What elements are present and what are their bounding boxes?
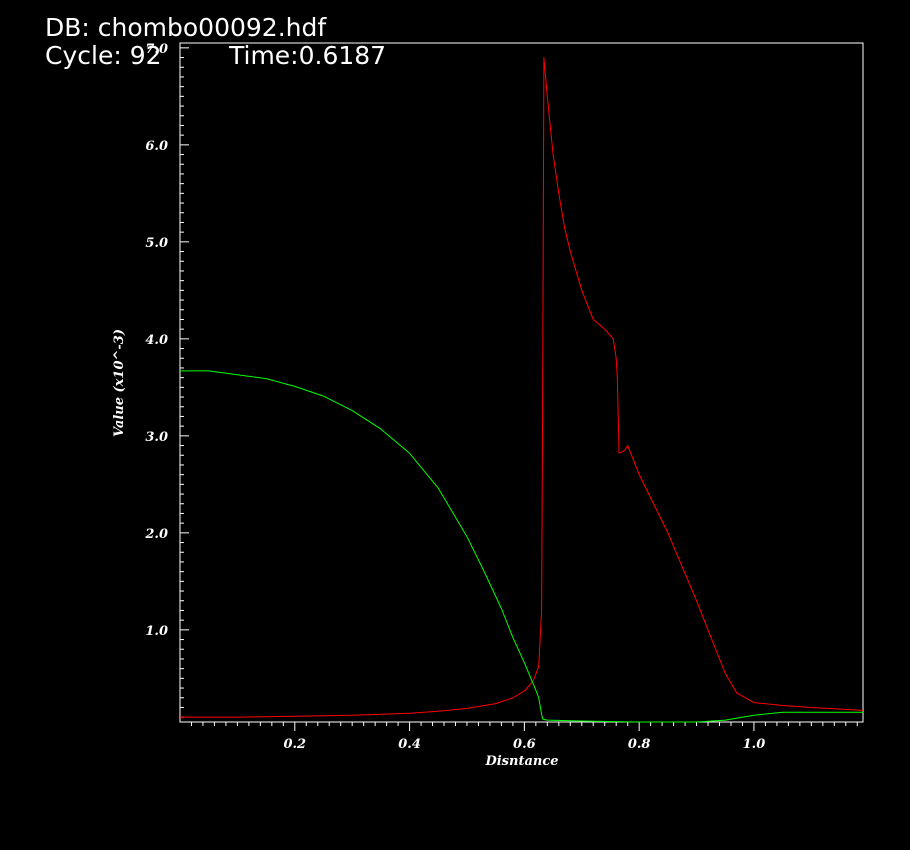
y-tick-label: 7.0: [145, 42, 168, 57]
x-tick-label: 0.6: [513, 737, 536, 752]
y-tick-label: 2.0: [144, 527, 168, 542]
x-tick-label: 0.8: [628, 737, 651, 752]
x-axis-ticks: 0.2 0.4 0.6 0.8 1.0: [190, 722, 858, 752]
db-label: DB: chombo00092.hdf: [45, 13, 327, 42]
y-tick-label: 6.0: [145, 139, 168, 154]
plot-info: DB: chombo00092.hdf Cycle: 92: [45, 14, 326, 70]
y-axis-ticks: 1.0 2.0 3.0 4.0 5.0 6.0 7.0: [144, 42, 189, 718]
red-series-line: [180, 57, 864, 718]
x-axis-title: Disntance: [484, 754, 558, 769]
y-tick-label: 5.0: [145, 236, 168, 251]
x-tick-label: 0.2: [283, 737, 306, 752]
time-label: Time:0.6187: [229, 41, 387, 70]
y-tick-label: 3.0: [145, 430, 168, 445]
series-group: [180, 57, 864, 723]
x-tick-label: 0.4: [398, 737, 421, 752]
plot-frame: [179, 42, 864, 723]
x-tick-label: 1.0: [743, 737, 766, 752]
green-series-line: [180, 370, 863, 723]
y-tick-label: 4.0: [145, 333, 168, 348]
y-axis-title: Value (x10^-3): [112, 329, 127, 437]
y-tick-label: 1.0: [145, 624, 168, 639]
cycle-label: Cycle: 92: [45, 41, 162, 70]
